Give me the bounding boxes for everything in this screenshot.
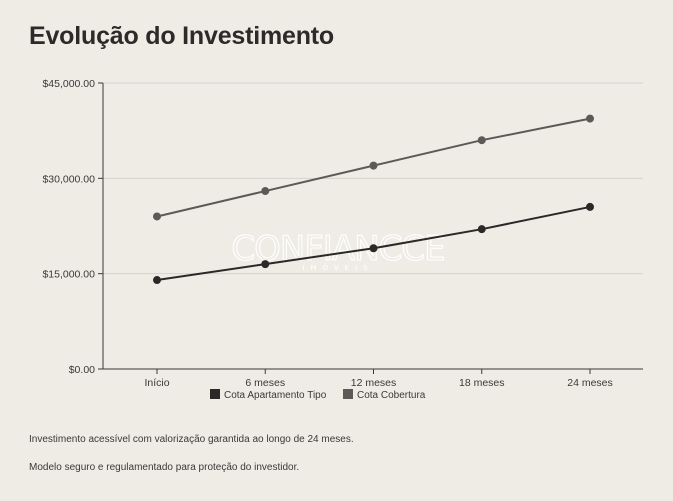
data-point bbox=[477, 225, 486, 234]
line-chart: $0.00 $15,000.00 $30,000.00 $45,000.00 Iníc… bbox=[42, 78, 643, 401]
watermark-sub: IMÓVEIS bbox=[302, 263, 373, 272]
y-tick-label: $30,000.00 bbox=[42, 173, 95, 185]
data-point bbox=[586, 202, 594, 211]
data-point bbox=[586, 114, 594, 123]
x-tick-label: 24 meses bbox=[567, 377, 613, 389]
x-axis: Início 6 meses 12 meses 18 meses 24 meses bbox=[103, 368, 643, 389]
legend-label: Cota Apartamento Tipo bbox=[224, 390, 327, 401]
y-tick-label: $45,000.00 bbox=[42, 78, 95, 90]
legend-swatch bbox=[210, 389, 220, 399]
x-tick-label: 12 meses bbox=[351, 377, 397, 389]
x-tick-label: Início bbox=[144, 377, 169, 389]
data-point bbox=[477, 136, 486, 145]
y-axis: $0.00 $15,000.00 $30,000.00 $45,000.00 bbox=[42, 78, 104, 376]
data-point bbox=[153, 276, 161, 285]
legend-swatch bbox=[343, 389, 353, 399]
legend: Cota Apartamento Tipo Cota Cobertura bbox=[210, 389, 426, 401]
data-point bbox=[369, 161, 378, 170]
data-point bbox=[261, 260, 270, 269]
note-line-1: Investimento acessível com valorização g… bbox=[29, 434, 354, 445]
chart-title: Evolução do Investimento bbox=[29, 22, 334, 50]
series-group bbox=[153, 114, 594, 285]
x-tick-label: 6 meses bbox=[245, 377, 285, 389]
note-line-2: Modelo seguro e regulamentado para prote… bbox=[29, 462, 300, 473]
legend-label: Cota Cobertura bbox=[357, 390, 426, 401]
x-tick-label: 18 meses bbox=[459, 377, 505, 389]
y-tick-label: $0.00 bbox=[69, 364, 95, 376]
data-point bbox=[153, 212, 161, 221]
gridlines bbox=[103, 82, 643, 275]
data-point bbox=[369, 244, 378, 253]
y-tick-label: $15,000.00 bbox=[42, 269, 95, 281]
data-point bbox=[261, 187, 270, 196]
